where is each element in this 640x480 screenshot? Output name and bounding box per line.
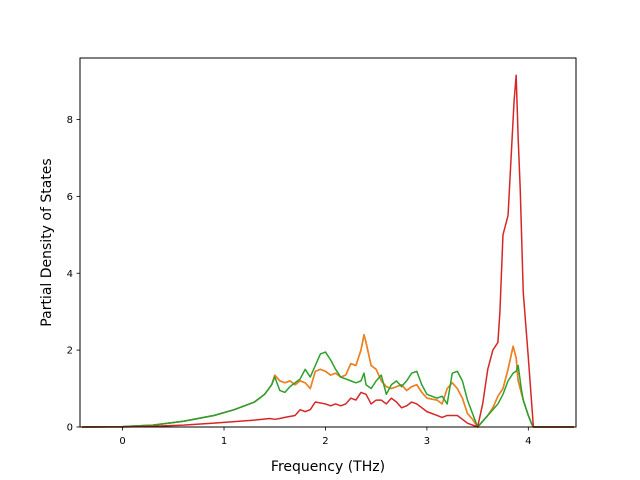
series-line-0 xyxy=(82,334,574,428)
y-tick-label: 8 xyxy=(67,115,73,126)
x-tick-label: 2 xyxy=(322,436,328,447)
series-line-3 xyxy=(82,74,574,428)
series-layer xyxy=(82,74,574,428)
x-tick-label: 1 xyxy=(221,436,227,447)
x-axis-label: Frequency (THz) xyxy=(271,459,385,475)
axes-frame xyxy=(79,57,577,428)
y-tick-label: 6 xyxy=(67,192,73,203)
series-line-2 xyxy=(82,351,574,428)
y-tick-label: 4 xyxy=(67,269,73,280)
x-tick-label: 0 xyxy=(119,436,125,447)
series-line-1 xyxy=(82,334,574,428)
y-axis: 0 2 4 6 8 xyxy=(67,115,80,434)
y-tick-label: 0 xyxy=(67,423,73,434)
plot-area xyxy=(79,57,577,428)
y-tick-label: 2 xyxy=(67,346,73,357)
x-tick-label: 3 xyxy=(424,436,430,447)
x-tick-label: 4 xyxy=(525,436,531,447)
y-axis-label: Partial Density of States xyxy=(39,158,55,326)
x-axis: 0 1 2 3 4 xyxy=(119,427,532,447)
